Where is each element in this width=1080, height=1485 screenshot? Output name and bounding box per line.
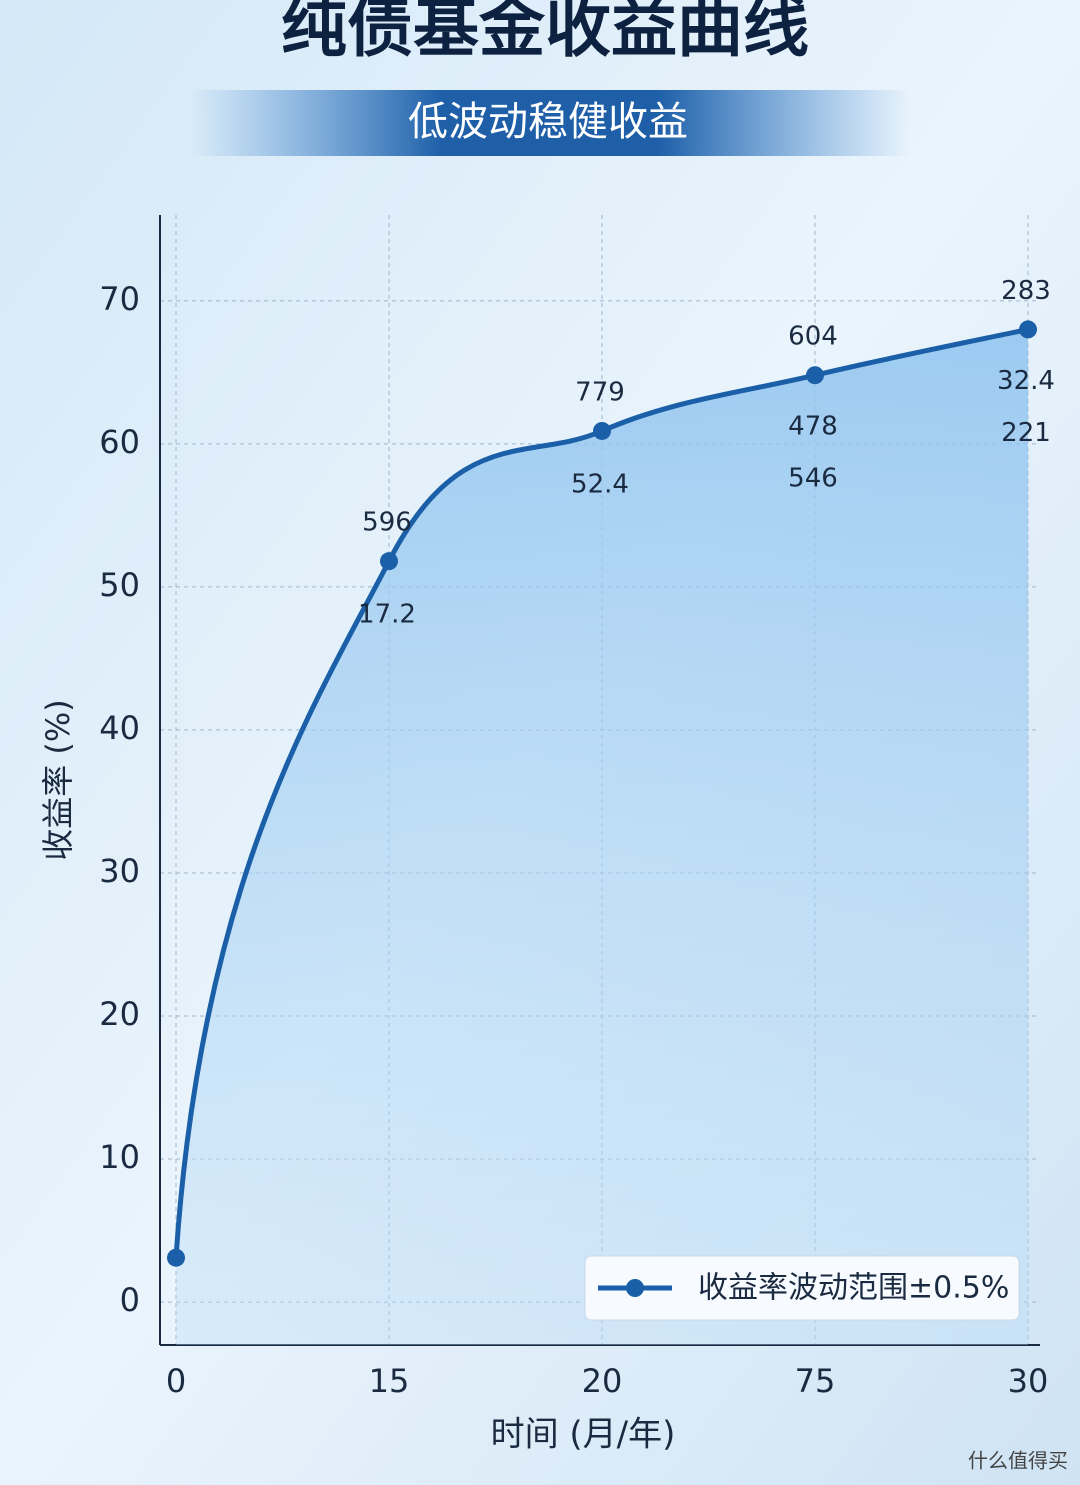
y-tick-label: 60 <box>99 423 140 461</box>
y-tick-label: 70 <box>99 280 140 318</box>
line <box>173 326 1029 1258</box>
legend-marker <box>626 1279 644 1297</box>
chart-title: 纯债基金收益曲线 <box>281 0 809 66</box>
point <box>806 366 824 385</box>
annotation: 478 <box>788 412 838 442</box>
x-tick-label: 15 <box>369 1362 410 1400</box>
annotation: 779 <box>575 377 625 407</box>
annotation: 32.4 <box>997 366 1055 396</box>
x-tick-label: 75 <box>795 1362 836 1400</box>
point <box>1019 320 1037 339</box>
y-tick-label: 0 <box>120 1281 140 1319</box>
y-axis-label: 收益率 (%) <box>39 699 77 861</box>
annotation: 596 <box>362 508 412 538</box>
point <box>167 1248 185 1267</box>
legend-label: 收益率波动范围±0.5% <box>698 1271 1009 1306</box>
annotation: 283 <box>1001 276 1051 306</box>
annotation: 17.2 <box>358 600 416 630</box>
chart-subtitle: 低波动稳健收益 <box>408 99 688 145</box>
x-axis-label: 时间 (月/年) <box>491 1415 676 1455</box>
annotation: 604 <box>788 322 838 352</box>
point <box>380 552 398 571</box>
point <box>593 421 611 440</box>
subtitle-banner <box>190 90 910 156</box>
y-tick-label: 50 <box>99 566 140 604</box>
annotation: 546 <box>788 464 838 494</box>
legend-box <box>584 1255 1020 1321</box>
x-tick-label: 20 <box>582 1362 623 1400</box>
annotation: 52.4 <box>571 469 629 499</box>
y-tick-label: 40 <box>99 709 140 747</box>
annotation: 221 <box>1001 418 1051 448</box>
y-tick-label: 10 <box>99 1138 140 1176</box>
area <box>176 329 1028 1345</box>
y-tick-label: 20 <box>99 995 140 1033</box>
y-tick-label: 30 <box>99 852 140 890</box>
x-tick-label: 30 <box>1008 1362 1049 1400</box>
watermark: 什么值得买 <box>968 1449 1068 1473</box>
x-tick-label: 0 <box>166 1362 186 1400</box>
